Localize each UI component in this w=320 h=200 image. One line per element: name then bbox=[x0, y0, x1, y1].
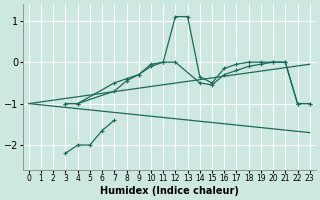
X-axis label: Humidex (Indice chaleur): Humidex (Indice chaleur) bbox=[100, 186, 239, 196]
